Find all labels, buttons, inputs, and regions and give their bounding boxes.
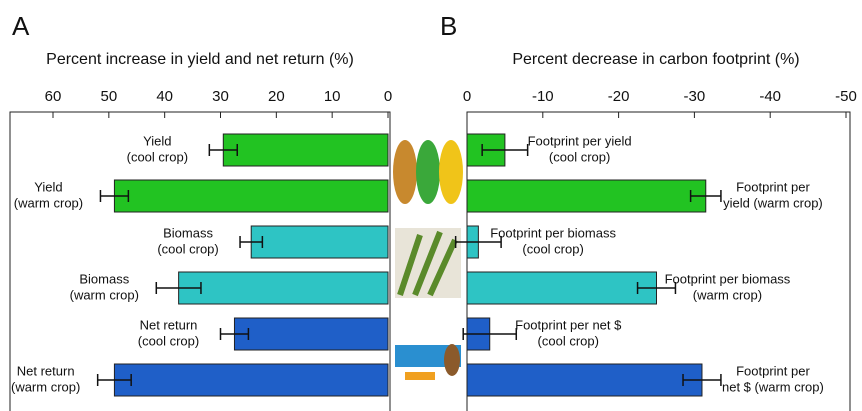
bar-label: (warm crop) — [693, 287, 762, 302]
bar-label: (cool crop) — [157, 241, 218, 256]
error-bar — [239, 236, 264, 248]
bar — [222, 133, 389, 167]
bar-label: Net return — [140, 317, 198, 332]
panel-label: A — [12, 11, 30, 41]
error-bar — [155, 282, 202, 294]
bar-label: (warm crop) — [14, 195, 83, 210]
error-bar — [99, 190, 130, 202]
x-tick-label: -20 — [608, 88, 630, 105]
bar-label: (warm crop) — [70, 287, 139, 302]
x-tick-label: -10 — [532, 88, 554, 105]
bar-label: Footprint per — [736, 179, 810, 194]
x-tick-label: -30 — [684, 88, 706, 105]
x-tick-label: 30 — [212, 88, 229, 105]
bar-label: Biomass — [163, 225, 213, 240]
x-tick-label: 50 — [100, 88, 117, 105]
bar — [466, 179, 707, 213]
bar-label: Footprint per biomass — [665, 271, 791, 286]
bar-label: Footprint per yield — [528, 133, 632, 148]
x-tick-label: 40 — [156, 88, 173, 105]
error-bar — [219, 328, 250, 340]
axis-title: Percent decrease in carbon footprint (%) — [512, 51, 799, 68]
frame-a — [9, 111, 391, 411]
bar-label: (warm crop) — [11, 379, 80, 394]
axis-title: Percent increase in yield and net return… — [46, 51, 354, 68]
error-bar — [462, 328, 518, 340]
bar-label: Footprint per — [736, 363, 810, 378]
bar-label: (cool crop) — [522, 241, 583, 256]
bar-label: (cool crop) — [127, 149, 188, 164]
x-tick-label: 10 — [324, 88, 341, 105]
center-images — [393, 140, 463, 380]
bar-label: Biomass — [79, 271, 129, 286]
bar — [233, 317, 389, 351]
bar-label: Footprint per net $ — [515, 317, 622, 332]
x-tick-label: 0 — [384, 88, 392, 105]
bar — [466, 363, 703, 397]
x-tick-label: 60 — [45, 88, 62, 105]
bar-label: Footprint per biomass — [490, 225, 616, 240]
error-bar — [454, 236, 502, 248]
bar-label: net $ (warm crop) — [722, 379, 824, 394]
error-bar — [682, 374, 722, 386]
bar-label: (cool crop) — [538, 333, 599, 348]
error-bar — [96, 374, 132, 386]
error-bar — [689, 190, 722, 202]
x-tick-label: -40 — [759, 88, 781, 105]
bar — [466, 271, 657, 305]
bar — [178, 271, 389, 305]
bar-label: Net return — [17, 363, 75, 378]
x-tick-label: 20 — [268, 88, 285, 105]
panel-label: B — [440, 11, 457, 41]
bar-label: Yield — [34, 179, 62, 194]
bar-label: yield (warm crop) — [723, 195, 823, 210]
bar-label: (cool crop) — [549, 149, 610, 164]
bar — [250, 225, 389, 259]
error-bar — [636, 282, 677, 294]
bar — [113, 179, 389, 213]
x-tick-label: -50 — [835, 88, 857, 105]
bar-label: (cool crop) — [138, 333, 199, 348]
frame-b — [466, 111, 851, 411]
error-bar — [481, 144, 529, 156]
bar — [113, 363, 389, 397]
error-bar — [208, 144, 238, 156]
bar-label: Yield — [143, 133, 171, 148]
x-tick-label: 0 — [463, 88, 471, 105]
